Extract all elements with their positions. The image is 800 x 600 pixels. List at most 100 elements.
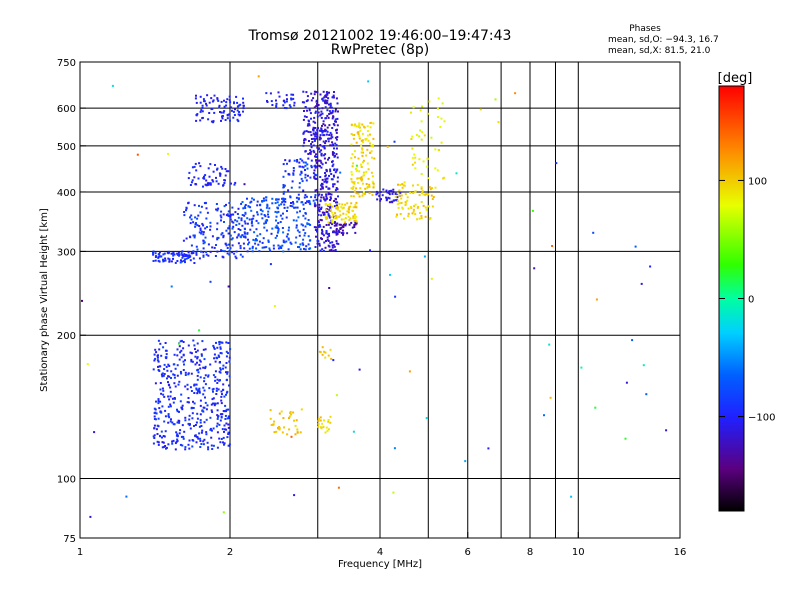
data-point bbox=[329, 102, 332, 105]
data-point bbox=[202, 440, 205, 443]
data-point bbox=[167, 415, 170, 417]
data-point bbox=[299, 243, 302, 246]
data-point bbox=[183, 259, 186, 262]
data-point bbox=[419, 129, 422, 132]
data-point bbox=[319, 134, 322, 137]
data-point bbox=[155, 428, 158, 431]
data-point bbox=[310, 134, 313, 137]
data-point bbox=[335, 232, 338, 235]
data-point bbox=[330, 173, 333, 175]
data-point bbox=[324, 99, 327, 102]
data-point bbox=[301, 180, 304, 183]
data-point bbox=[215, 176, 217, 179]
data-point bbox=[275, 104, 278, 107]
data-point bbox=[303, 196, 306, 199]
data-point bbox=[336, 156, 339, 159]
data-point bbox=[213, 346, 215, 349]
data-point bbox=[350, 221, 353, 224]
data-point bbox=[212, 99, 215, 102]
data-point bbox=[249, 206, 252, 209]
data-point bbox=[171, 440, 174, 443]
data-point bbox=[304, 212, 307, 215]
data-point bbox=[156, 424, 159, 427]
data-point bbox=[284, 159, 287, 162]
data-point bbox=[211, 246, 214, 249]
data-point bbox=[334, 142, 337, 145]
data-point bbox=[189, 222, 192, 225]
data-point bbox=[261, 210, 264, 213]
data-point bbox=[160, 430, 163, 433]
data-point bbox=[299, 210, 301, 213]
data-point bbox=[332, 115, 335, 118]
data-point bbox=[329, 203, 332, 206]
data-point bbox=[288, 173, 291, 176]
data-point bbox=[320, 152, 323, 155]
data-point bbox=[296, 428, 299, 431]
data-point bbox=[193, 384, 196, 387]
data-point bbox=[200, 230, 203, 233]
data-point bbox=[218, 104, 221, 107]
data-point bbox=[216, 378, 219, 381]
data-point bbox=[306, 167, 309, 170]
data-point bbox=[420, 187, 423, 190]
data-point bbox=[219, 352, 222, 354]
data-point bbox=[186, 383, 189, 386]
data-point bbox=[327, 203, 330, 206]
data-point bbox=[337, 110, 339, 113]
data-point bbox=[634, 245, 637, 248]
data-point bbox=[277, 247, 280, 250]
data-point bbox=[196, 357, 199, 360]
data-point bbox=[216, 431, 219, 434]
data-point bbox=[176, 435, 179, 438]
data-point bbox=[302, 118, 305, 121]
data-point bbox=[179, 340, 182, 343]
data-point bbox=[166, 251, 169, 254]
data-point bbox=[189, 216, 191, 219]
data-point bbox=[326, 126, 329, 129]
data-point bbox=[326, 238, 329, 241]
data-point bbox=[228, 443, 231, 446]
data-point bbox=[323, 198, 326, 201]
data-point bbox=[192, 234, 195, 237]
data-point bbox=[198, 363, 201, 366]
data-point bbox=[319, 200, 322, 203]
data-point bbox=[335, 206, 338, 209]
data-point bbox=[321, 112, 324, 115]
data-point bbox=[328, 234, 331, 237]
data-point bbox=[344, 203, 347, 206]
data-point bbox=[301, 201, 304, 204]
data-point bbox=[156, 356, 159, 359]
data-point bbox=[385, 189, 388, 192]
data-point bbox=[226, 371, 229, 374]
data-point bbox=[642, 364, 645, 367]
data-point bbox=[314, 246, 317, 248]
data-point bbox=[352, 215, 355, 218]
data-point bbox=[314, 111, 317, 114]
data-point bbox=[379, 199, 382, 202]
data-point bbox=[208, 101, 211, 104]
data-point bbox=[213, 404, 216, 407]
data-point bbox=[209, 182, 212, 185]
data-point bbox=[159, 400, 162, 403]
data-point bbox=[222, 256, 225, 259]
data-point bbox=[388, 190, 391, 193]
data-point bbox=[265, 219, 268, 221]
data-point bbox=[195, 421, 198, 424]
data-point bbox=[205, 418, 208, 421]
data-point bbox=[336, 180, 339, 183]
data-point bbox=[181, 250, 184, 253]
data-point bbox=[325, 224, 328, 226]
data-point bbox=[181, 444, 184, 447]
data-point bbox=[213, 353, 216, 356]
data-point bbox=[404, 204, 407, 206]
data-point bbox=[314, 164, 317, 167]
data-point bbox=[241, 214, 244, 216]
data-point bbox=[288, 160, 291, 163]
data-point bbox=[267, 213, 269, 216]
data-point bbox=[325, 230, 328, 232]
data-point bbox=[333, 169, 336, 171]
y-tick-label: 750 bbox=[57, 58, 76, 69]
data-point bbox=[443, 176, 446, 179]
data-point bbox=[187, 344, 190, 347]
data-point bbox=[152, 260, 155, 262]
